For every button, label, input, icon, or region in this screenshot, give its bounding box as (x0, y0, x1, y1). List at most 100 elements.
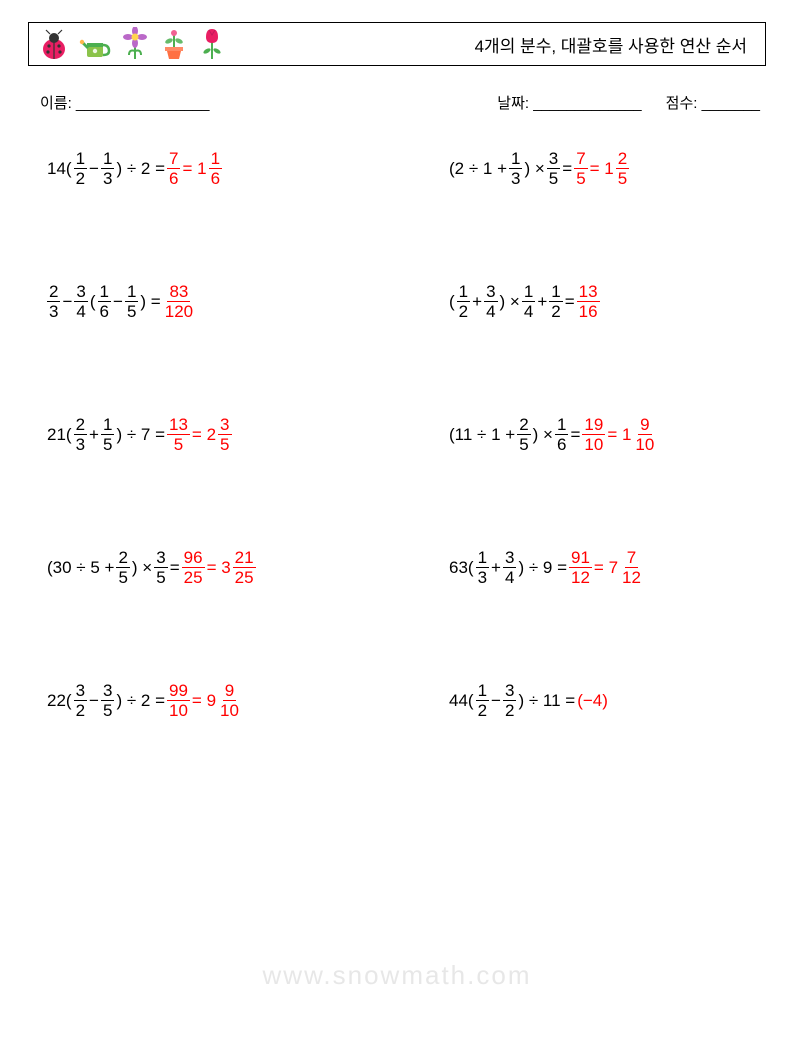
problem-text: ) ÷ 9 = (517, 559, 568, 576)
answer-text: = 1 (181, 160, 207, 177)
math-expression: (11 ÷ 1 + 25) × 16 = 1910 = 1910 (448, 416, 657, 453)
problem-fraction: 35 (154, 549, 167, 586)
fraction-denominator: 3 (476, 568, 489, 586)
fraction-numerator: 3 (484, 283, 497, 302)
problem-fraction: 12 (549, 283, 562, 320)
answer-fraction: 9625 (182, 549, 205, 586)
info-row: 이름: ________________ 날짜: _____________ 점… (40, 92, 760, 113)
problem-cell: (11 ÷ 1 + 25) × 16 = 1910 = 1910 (400, 416, 754, 453)
fraction-numerator: 2 (74, 416, 87, 435)
fraction-numerator: 1 (125, 283, 138, 302)
problem-row: 23 − 34(16 − 15) = 83120(12 + 34) × 14 +… (46, 283, 754, 320)
fraction-numerator: 3 (503, 549, 516, 568)
fraction-denominator: 3 (47, 302, 60, 320)
problem-text: 14( (46, 160, 73, 177)
fraction-denominator: 5 (101, 435, 114, 453)
fraction-numerator: 3 (503, 682, 516, 701)
problem-text: (11 ÷ 1 + (448, 426, 516, 443)
problem-text: ( (448, 293, 456, 310)
fraction-denominator: 4 (484, 302, 497, 320)
watermark: www.snowmath.com (0, 960, 794, 991)
problem-fraction: 25 (517, 416, 530, 453)
problem-row: (30 ÷ 5 + 25) × 35 = 9625 = 3212563(13 +… (46, 549, 754, 586)
problem-cell: (12 + 34) × 14 + 12 = 1316 (400, 283, 754, 320)
fraction-denominator: 120 (163, 302, 195, 320)
fraction-denominator: 10 (167, 701, 190, 719)
fraction-numerator: 1 (457, 283, 470, 302)
answer-fraction: 16 (209, 150, 222, 187)
fraction-numerator: 1 (509, 150, 522, 169)
answer-text: (−4) (576, 692, 609, 709)
fraction-numerator: 2 (517, 416, 530, 435)
problem-text: = (169, 559, 181, 576)
problem-fraction: 13 (476, 549, 489, 586)
problem-cell: 22(32 − 35) ÷ 2 = 9910 = 9910 (46, 682, 400, 719)
fraction-denominator: 2 (74, 701, 87, 719)
answer-fraction: 76 (167, 150, 180, 187)
problem-fraction: 23 (74, 416, 87, 453)
fraction-numerator: 1 (101, 150, 114, 169)
problem-cell: (30 ÷ 5 + 25) × 35 = 9625 = 32125 (46, 549, 400, 586)
problem-text: ) ÷ 2 = (115, 692, 166, 709)
problem-fraction: 35 (101, 682, 114, 719)
fraction-denominator: 6 (98, 302, 111, 320)
answer-fraction: 1316 (577, 283, 600, 320)
fraction-numerator: 1 (555, 416, 568, 435)
answer-fraction: 910 (633, 416, 656, 453)
problem-text: + (536, 293, 548, 310)
fraction-numerator: 7 (625, 549, 638, 568)
worksheet-page: 4개의 분수, 대괄호를 사용한 연산 순서 이름: _____________… (0, 0, 794, 1053)
math-expression: 44(12 − 32) ÷ 11 = (−4) (448, 682, 609, 719)
problem-text: = (569, 426, 581, 443)
header-box: 4개의 분수, 대괄호를 사용한 연산 순서 (28, 22, 766, 66)
math-expression: (30 ÷ 5 + 25) × 35 = 9625 = 32125 (46, 549, 257, 586)
fraction-numerator: 2 (616, 150, 629, 169)
problem-fraction: 32 (74, 682, 87, 719)
problem-fraction: 16 (98, 283, 111, 320)
tulip-icon (199, 27, 225, 61)
problem-text: (30 ÷ 5 + (46, 559, 115, 576)
flower-icon (121, 27, 149, 61)
answer-text: = 1 (606, 426, 632, 443)
fraction-denominator: 6 (555, 435, 568, 453)
pot-plant-icon (159, 27, 189, 61)
problems-grid: 14(12 − 13) ÷ 2 = 76 = 116(2 ÷ 1 + 13) ×… (46, 150, 754, 815)
watering-can-icon (79, 29, 111, 61)
fraction-denominator: 5 (172, 435, 185, 453)
problem-fraction: 23 (47, 283, 60, 320)
fraction-denominator: 6 (167, 169, 180, 187)
fraction-denominator: 5 (218, 435, 231, 453)
math-expression: 21(23 + 15) ÷ 7 = 135 = 235 (46, 416, 233, 453)
problem-text: − (61, 293, 73, 310)
math-expression: 22(32 − 35) ÷ 2 = 9910 = 9910 (46, 682, 242, 719)
fraction-numerator: 1 (74, 150, 87, 169)
problem-row: 22(32 − 35) ÷ 2 = 9910 = 991044(12 − 32)… (46, 682, 754, 719)
fraction-numerator: 3 (74, 283, 87, 302)
fraction-denominator: 5 (616, 169, 629, 187)
answer-fraction: 910 (218, 682, 241, 719)
fraction-numerator: 2 (116, 549, 129, 568)
problem-text: ( (89, 293, 97, 310)
problem-text: + (88, 426, 100, 443)
fraction-numerator: 1 (209, 150, 222, 169)
worksheet-title: 4개의 분수, 대괄호를 사용한 연산 순서 (475, 32, 747, 57)
problem-text: ) × (532, 426, 554, 443)
fraction-denominator: 10 (582, 435, 605, 453)
fraction-denominator: 5 (574, 169, 587, 187)
fraction-denominator: 3 (509, 169, 522, 187)
math-expression: (2 ÷ 1 + 13) × 35 = 75 = 125 (448, 150, 630, 187)
fraction-numerator: 7 (574, 150, 587, 169)
ladybug-icon (39, 29, 69, 61)
fraction-numerator: 9 (223, 682, 236, 701)
problem-text: ) × (131, 559, 153, 576)
fraction-numerator: 1 (476, 682, 489, 701)
answer-text: = 9 (191, 692, 217, 709)
problem-text: + (490, 559, 502, 576)
problem-text: − (490, 692, 502, 709)
problem-fraction: 32 (503, 682, 516, 719)
fraction-denominator: 4 (522, 302, 535, 320)
problem-cell: (2 ÷ 1 + 13) × 35 = 75 = 125 (400, 150, 754, 187)
score-label: 점수: _______ (666, 92, 760, 113)
fraction-denominator: 3 (101, 169, 114, 187)
fraction-denominator: 2 (503, 701, 516, 719)
